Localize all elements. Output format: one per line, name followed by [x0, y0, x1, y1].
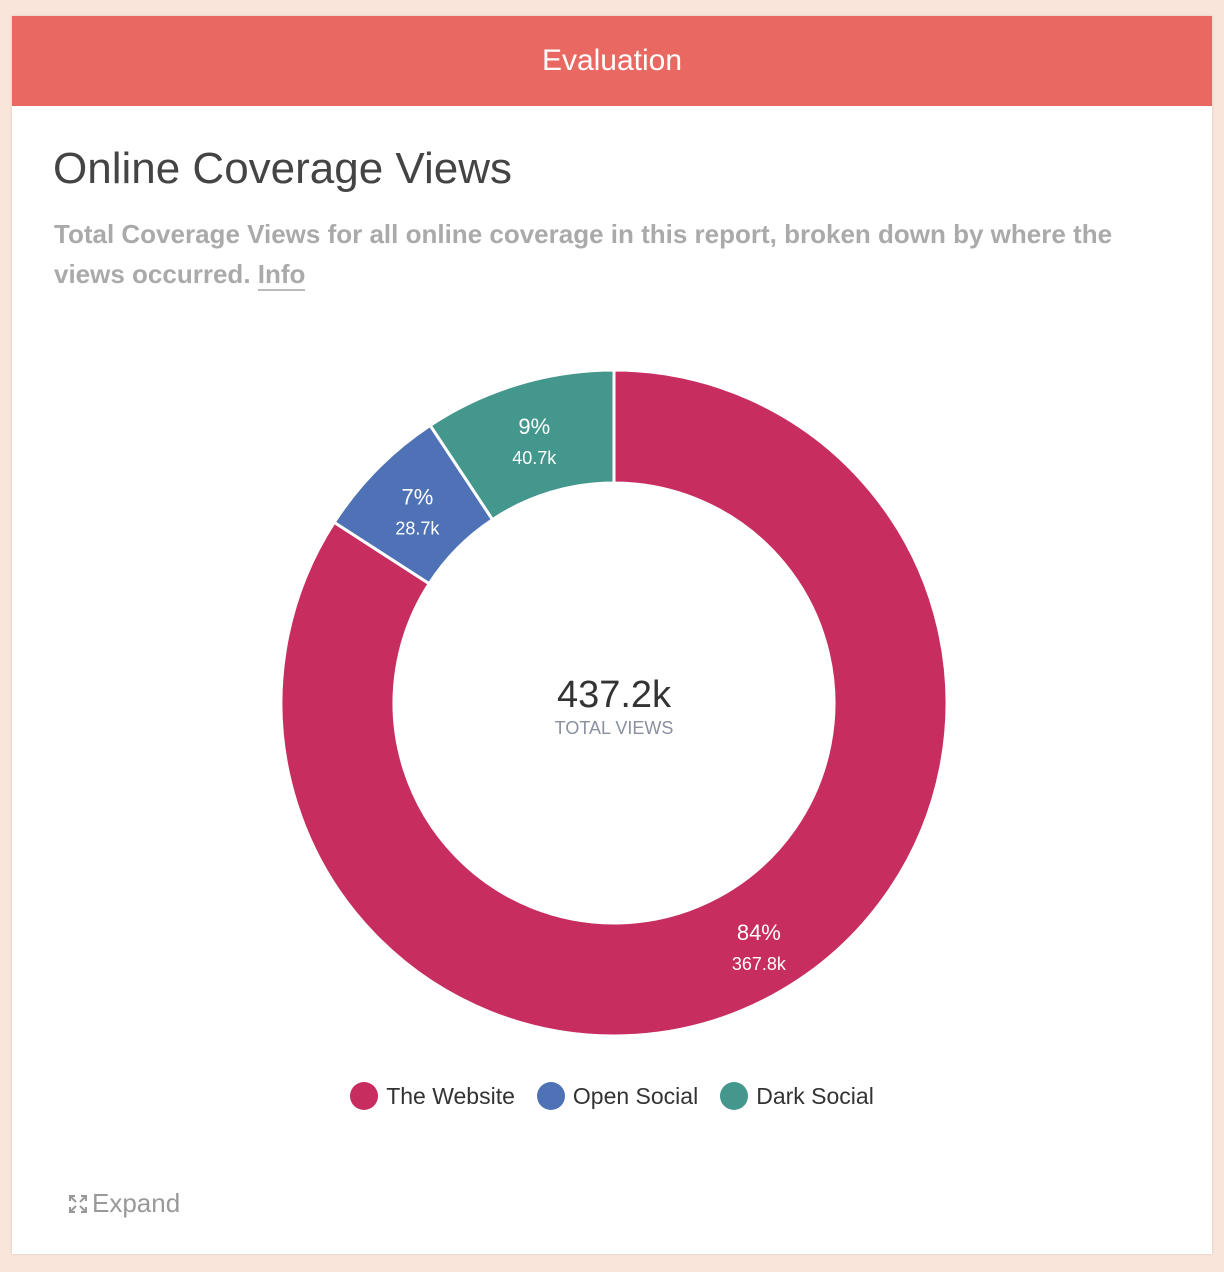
legend-swatch — [720, 1082, 749, 1110]
legend-item-dark-social[interactable]: Dark Social — [720, 1082, 874, 1110]
chart-description: Total Coverage Views for all online cove… — [54, 219, 1113, 291]
slice-value-label: 40.7k — [512, 448, 557, 468]
expand-label: Expand — [92, 1188, 181, 1218]
slice-percent-label: 7% — [401, 485, 433, 510]
legend-swatch — [350, 1082, 379, 1110]
slice-the-website[interactable] — [279, 368, 949, 1038]
legend-item-open-social[interactable]: Open Social — [536, 1082, 699, 1110]
legend-item-the-website[interactable]: The Website — [350, 1082, 515, 1110]
expand-button[interactable]: Expand — [68, 1188, 180, 1219]
slice-percent-label: 84% — [737, 920, 781, 945]
slice-value-label: 28.7k — [395, 519, 440, 539]
legend-swatch — [536, 1082, 565, 1110]
slice-dark-social[interactable] — [428, 368, 616, 522]
center-total-label: TOTAL VIEWS — [555, 718, 674, 738]
legend-label: The Website — [386, 1082, 515, 1109]
slice-percent-label: 9% — [518, 414, 550, 439]
card-header: Evaluation — [12, 16, 1212, 106]
info-link[interactable]: Info — [257, 259, 306, 291]
legend-label: Open Social — [572, 1082, 699, 1109]
expand-icon — [69, 1194, 87, 1213]
center-total-value: 437.2k — [557, 674, 672, 716]
chart-legend: The Website Open Social Dark Social — [12, 1082, 1212, 1110]
slice-value-label: 367.8k — [732, 954, 787, 974]
chart-title: Online Coverage Views — [53, 144, 512, 193]
evaluation-card: Evaluation Online Coverage Views Total C… — [12, 16, 1212, 1254]
header-title: Evaluation — [541, 44, 683, 77]
legend-label: Dark Social — [756, 1082, 874, 1109]
